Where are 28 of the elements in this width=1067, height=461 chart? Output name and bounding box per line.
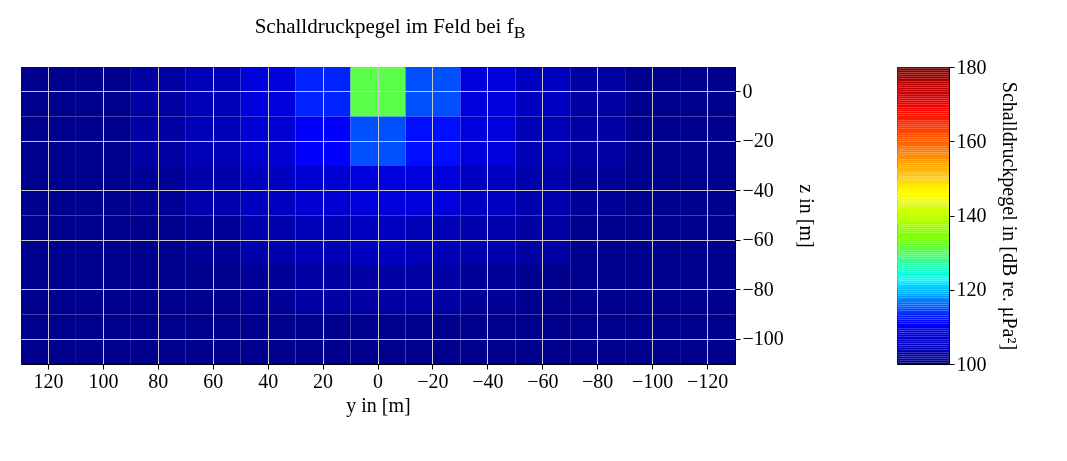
color-bar-title: Schalldruckpegel in [dB re. μPa²] (997, 81, 1021, 351)
x-tick-label: −80 (582, 369, 614, 392)
x-tick-label: −60 (527, 369, 559, 392)
y-tick-label: −80 (742, 277, 774, 300)
y-tick-label: 0 (742, 79, 753, 102)
x-tick-label: 20 (313, 369, 334, 392)
x-tick-label: −100 (631, 369, 674, 392)
x-tick-label: 40 (258, 369, 279, 392)
y-tick-label: −40 (742, 178, 774, 201)
color-bar-label: 180 (956, 55, 987, 78)
x-tick-label: −40 (472, 369, 504, 392)
y-tick-label: −20 (742, 129, 774, 152)
color-bar-label: 140 (956, 204, 987, 226)
x-tick-label: 80 (148, 369, 169, 392)
x-tick-label: 0 (373, 369, 383, 392)
color-bar-label: 160 (956, 129, 987, 152)
x-tick-label: 60 (203, 369, 224, 392)
y-tick-label: −100 (742, 327, 784, 350)
x-axis-title: y in [m] (346, 393, 411, 417)
y-axis-title: z in [m] (795, 184, 818, 248)
color-bar-label: 120 (956, 278, 987, 301)
x-tick-label: 120 (33, 369, 64, 392)
y-tick-label: −60 (742, 228, 774, 251)
chart-title: Schalldruckpegel im Feld bei f$_{B}$ (253, 14, 527, 44)
color-bar-label: 100 (956, 352, 987, 375)
x-tick-label: −120 (686, 369, 729, 392)
x-tick-label: −20 (417, 369, 449, 392)
x-tick-label: 100 (88, 369, 119, 392)
